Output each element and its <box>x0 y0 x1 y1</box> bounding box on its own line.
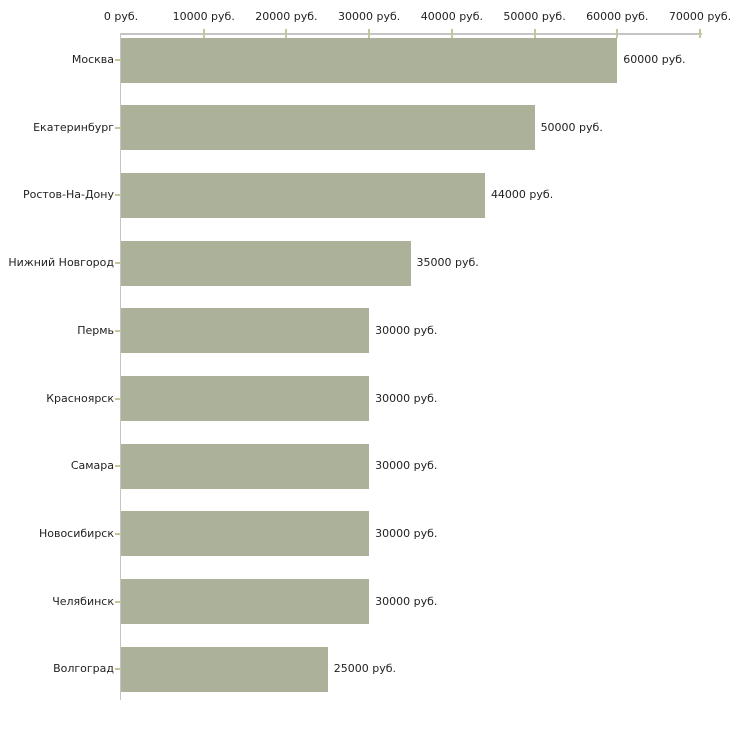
bar <box>121 646 328 692</box>
bar <box>121 172 485 218</box>
x-tick-mark <box>368 29 371 38</box>
x-tick-label: 20000 руб. <box>255 10 318 23</box>
category-label: Нижний Новгород <box>8 256 114 270</box>
x-tick-mark <box>450 29 453 38</box>
y-tick-mark <box>115 600 121 603</box>
y-tick-mark <box>115 397 121 400</box>
category-label: Самара <box>70 459 114 473</box>
bar <box>121 376 370 421</box>
bar <box>121 105 535 151</box>
category-label: Екатеринбург <box>33 120 114 134</box>
y-tick-mark <box>115 465 121 468</box>
value-label: 25000 руб. <box>333 662 397 676</box>
value-label: 30000 руб. <box>375 594 438 608</box>
bar <box>121 511 370 557</box>
x-tick-label: 50000 руб. <box>503 10 566 23</box>
x-tick-mark <box>699 29 701 38</box>
x-tick-label: 40000 руб. <box>420 10 483 23</box>
category-label: Новосибирск <box>38 526 114 540</box>
category-label: Волгоград <box>53 662 114 676</box>
category-label: Челябинск <box>52 594 114 608</box>
y-tick-mark <box>115 532 121 535</box>
x-tick-mark <box>285 29 288 38</box>
x-axis-line <box>120 33 702 35</box>
value-label: 44000 руб. <box>490 188 554 202</box>
bar <box>121 308 370 354</box>
category-label: Пермь <box>77 323 114 337</box>
x-tick-label: 30000 руб. <box>338 10 401 23</box>
x-tick-mark <box>533 29 536 38</box>
value-label: 30000 руб. <box>375 526 438 540</box>
category-label: Красноярск <box>46 391 114 405</box>
bar <box>121 37 618 83</box>
value-label: 30000 руб. <box>375 323 438 337</box>
value-label: 60000 руб. <box>623 53 686 66</box>
y-tick-mark <box>115 262 121 265</box>
bar <box>121 443 370 489</box>
x-tick-label: 70000 руб. <box>668 10 730 23</box>
y-tick-mark <box>115 194 121 197</box>
category-label: Москва <box>71 53 114 66</box>
y-tick-mark <box>115 126 121 129</box>
y-tick-mark <box>115 668 121 671</box>
value-label: 50000 руб. <box>540 120 603 134</box>
bar <box>121 579 370 625</box>
value-label: 35000 руб. <box>416 256 479 270</box>
x-tick-label: 60000 руб. <box>586 10 649 23</box>
x-tick-mark <box>202 29 205 38</box>
y-tick-mark <box>115 329 121 332</box>
x-tick-label: 0 руб. <box>103 10 139 23</box>
bar <box>121 240 411 286</box>
value-label: 30000 руб. <box>375 391 438 405</box>
category-label: Ростов-На-Дону <box>22 188 114 202</box>
x-tick-mark <box>616 29 619 38</box>
value-label: 30000 руб. <box>375 459 438 473</box>
y-tick-mark <box>115 59 121 61</box>
x-tick-label: 10000 руб. <box>172 10 235 23</box>
y-axis-line <box>120 33 121 700</box>
